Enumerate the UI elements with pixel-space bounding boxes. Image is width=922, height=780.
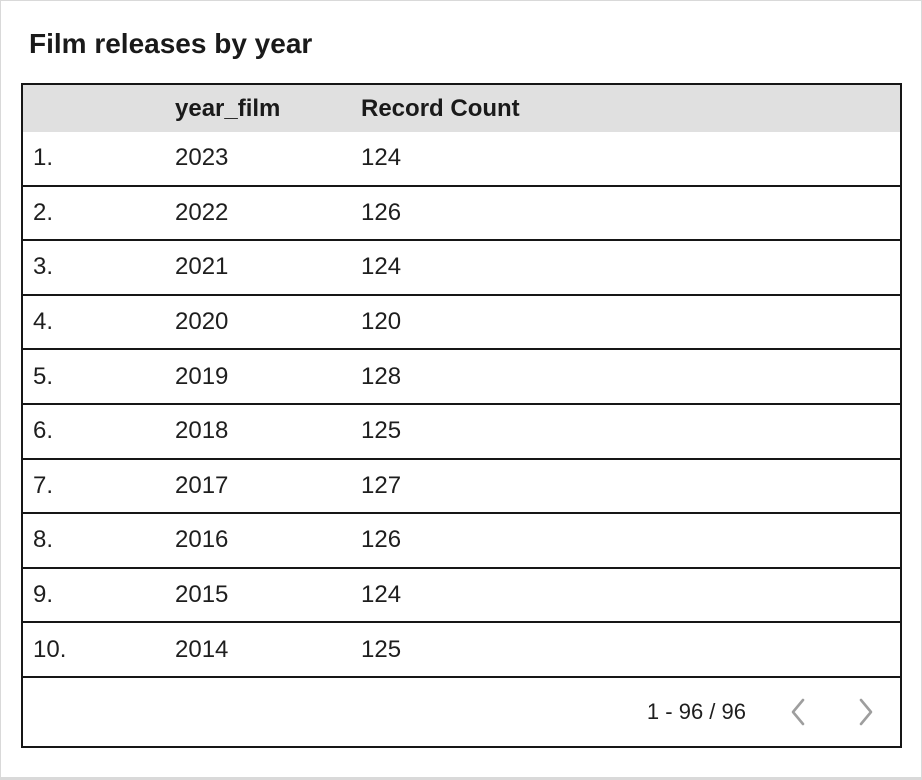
- table-row[interactable]: 5. 2019 128: [23, 350, 900, 405]
- row-number-cell: 2.: [33, 198, 54, 226]
- table-body: 1. 2023 124 2. 2022 126 3. 2021 124 4. 2…: [23, 132, 900, 678]
- year-cell: 2016: [175, 526, 229, 554]
- table-row[interactable]: 6. 2018 125: [23, 404, 900, 460]
- year-cell: 2021: [175, 253, 229, 281]
- table-row[interactable]: 3. 2021 124: [23, 241, 900, 296]
- table-row[interactable]: 1. 2023 124: [23, 132, 900, 187]
- header-year-film[interactable]: year_film: [175, 94, 281, 122]
- year-cell: 2019: [175, 362, 229, 390]
- row-number-cell: 10.: [33, 635, 67, 663]
- row-number-cell: 4.: [33, 308, 54, 336]
- count-cell: 125: [361, 635, 402, 663]
- row-number-cell: 9.: [33, 581, 54, 609]
- table-header-row: year_film Record Count: [23, 85, 900, 132]
- count-cell: 125: [361, 417, 402, 445]
- chevron-right-icon: [857, 697, 875, 727]
- count-cell: 120: [361, 308, 402, 336]
- count-cell: 124: [361, 253, 402, 281]
- header-record-count[interactable]: Record Count: [361, 94, 520, 122]
- row-number-cell: 3.: [33, 253, 54, 281]
- table-row[interactable]: 8. 2016 126: [23, 514, 900, 569]
- year-cell: 2023: [175, 144, 229, 172]
- table-row[interactable]: 2. 2022 126: [23, 186, 900, 242]
- chart-title: Film releases by year: [29, 28, 313, 59]
- row-number-cell: 5.: [33, 362, 54, 390]
- count-cell: 126: [361, 198, 402, 226]
- row-number-cell: 7.: [33, 471, 54, 499]
- count-cell: 124: [361, 144, 402, 172]
- year-cell: 2020: [175, 308, 229, 336]
- table-row[interactable]: 10. 2014 125: [23, 623, 900, 678]
- table-row[interactable]: 7. 2017 127: [23, 459, 900, 515]
- pagination-bar: 1 - 96 / 96: [23, 678, 900, 746]
- year-cell: 2014: [175, 635, 229, 663]
- row-number-cell: 8.: [33, 526, 54, 554]
- pagination-range: 1 - 96 / 96: [646, 698, 746, 724]
- year-cell: 2017: [175, 471, 229, 499]
- count-cell: 127: [361, 471, 402, 499]
- year-cell: 2022: [175, 198, 229, 226]
- next-page-button[interactable]: [850, 696, 882, 728]
- row-number-cell: 6.: [33, 417, 54, 445]
- count-cell: 126: [361, 526, 402, 554]
- prev-page-button[interactable]: [782, 696, 814, 728]
- table-row[interactable]: 4. 2020 120: [23, 295, 900, 351]
- year-cell: 2018: [175, 417, 229, 445]
- count-cell: 128: [361, 362, 402, 390]
- chevron-left-icon: [789, 697, 807, 727]
- table-row[interactable]: 9. 2015 124: [23, 568, 900, 624]
- data-table: year_film Record Count 1. 2023 124 2. 20…: [21, 83, 902, 748]
- year-cell: 2015: [175, 581, 229, 609]
- row-number-cell: 1.: [33, 144, 54, 172]
- count-cell: 124: [361, 581, 402, 609]
